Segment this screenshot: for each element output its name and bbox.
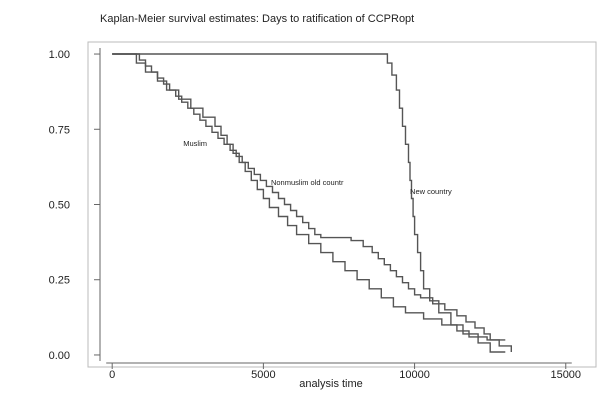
annotations: Muslim Nonmuslim old countr New country	[183, 139, 452, 196]
x-tick-label: 5000	[251, 369, 275, 381]
y-tick-label: 0.00	[49, 350, 70, 362]
series-line-nonmuslim-old-countr	[112, 53, 512, 352]
annotation-muslim: Muslim	[183, 139, 207, 148]
x-axis-label: analysis time	[299, 378, 363, 390]
y-tick-label: 0.25	[49, 275, 70, 287]
chart-title: Kaplan-Meier survival estimates: Days to…	[100, 13, 414, 25]
series-layer	[112, 53, 512, 353]
y-tick-label: 0.75	[49, 124, 70, 136]
series-line-new-country	[112, 53, 506, 353]
y-tick-label: 0.50	[49, 200, 70, 212]
x-tick-label: 15000	[550, 369, 581, 381]
axes: 0.00 0.25 0.50 0.75 1.00 0 5000 10000 15000	[49, 48, 581, 381]
x-tick-label: 10000	[399, 369, 430, 381]
annotation-new-country: New country	[410, 187, 452, 196]
y-tick-label: 1.00	[49, 49, 70, 61]
x-tick-label: 0	[109, 369, 115, 381]
annotation-nonmuslim-old-countr: Nonmuslim old countr	[271, 178, 344, 187]
plot-frame	[87, 41, 597, 368]
series-line-muslim	[112, 53, 506, 341]
